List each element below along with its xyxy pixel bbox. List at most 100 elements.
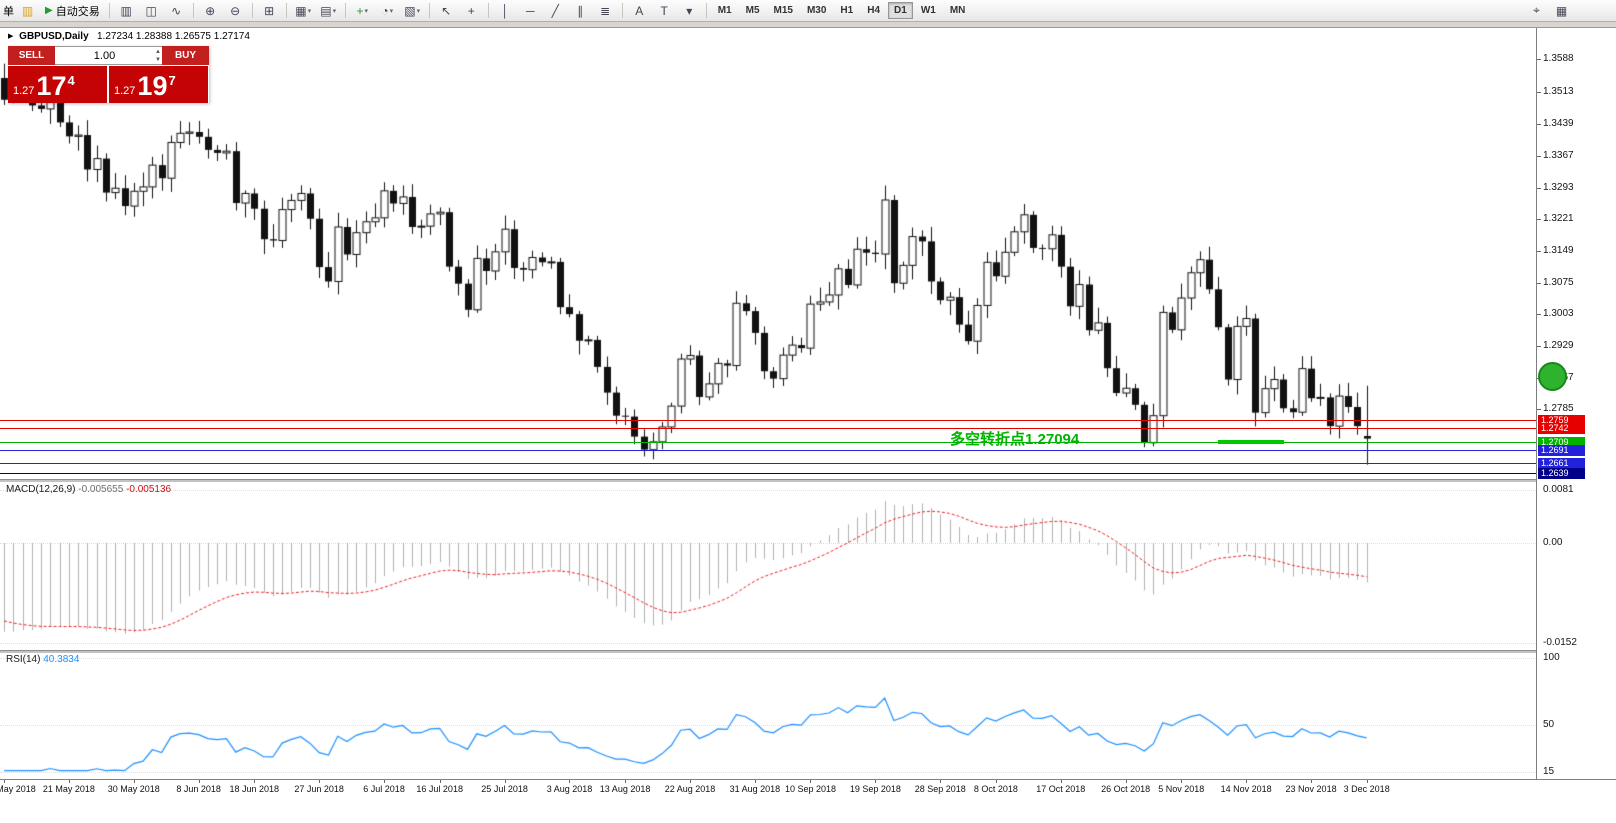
fibonacci-button[interactable]: ≣: [594, 2, 617, 20]
chart-canvas[interactable]: [0, 27, 1536, 779]
stepper-up-icon[interactable]: ▲: [155, 49, 161, 55]
rsi-tick-label: 100: [1543, 652, 1560, 663]
date-label: 10 Sep 2018: [784, 784, 837, 794]
price-line-label: 1.2759: [1538, 415, 1585, 426]
autotrading-button[interactable]: ▶ 自动交易: [40, 2, 105, 20]
chevron-down-icon: ▾: [416, 7, 421, 15]
timeframe-w1-button[interactable]: W1: [920, 5, 936, 16]
pane-separator[interactable]: [0, 650, 1616, 653]
axis-tick-mark: [1537, 187, 1541, 189]
price-pane[interactable]: [0, 27, 1536, 479]
axis-tick-mark: [198, 780, 200, 783]
chevron-down-icon: ▾: [389, 7, 394, 15]
timeframe-mn-button[interactable]: MN: [949, 5, 966, 16]
timeframe-m1-button[interactable]: M1: [717, 5, 732, 16]
axis-tick-mark: [1181, 780, 1183, 783]
rsi-tick-label: 50: [1543, 719, 1555, 731]
channel-icon: ∥: [577, 3, 584, 18]
candlestick-button[interactable]: ◫: [140, 2, 163, 20]
horizontal-line-object[interactable]: [0, 473, 1536, 474]
timeframe-h4-button[interactable]: H4: [867, 5, 881, 16]
zoom-out-icon: ⊖: [230, 3, 241, 18]
rsi-tick-label: 15: [1543, 766, 1555, 777]
timeframe-h1-button[interactable]: H1: [840, 5, 854, 16]
chart-symbol-period: GBPUSD,Daily: [19, 31, 89, 42]
zoom-search-icon[interactable]: ⌖: [1533, 3, 1540, 17]
horizontal-line-button[interactable]: ─: [519, 2, 542, 20]
axis-tick-mark: [569, 780, 571, 783]
new-window-icon[interactable]: ▦: [1555, 3, 1568, 18]
timeframe-m30-button[interactable]: M30: [806, 5, 827, 16]
label-button[interactable]: T: [653, 2, 676, 20]
timeframe-d1-button[interactable]: D1: [888, 2, 913, 19]
trendline-button[interactable]: ╱: [544, 2, 567, 20]
volume-stepper[interactable]: ▲ ▼: [155, 48, 161, 64]
vertical-line-button[interactable]: │: [494, 2, 517, 20]
new-chart-button[interactable]: ▦ ▾: [292, 2, 315, 20]
zoom-in-button[interactable]: ⊕: [199, 2, 222, 20]
horizontal-line-object[interactable]: [0, 428, 1536, 429]
axis-tick-mark: [940, 780, 942, 783]
bar-chart-icon: ▥: [120, 3, 132, 18]
turning-point-annotation[interactable]: 多空转折点1.27094: [950, 431, 1080, 448]
price-line-label: 1.2709: [1538, 437, 1585, 448]
date-label: May 2018: [0, 784, 36, 794]
horizontal-line-object[interactable]: [0, 420, 1536, 421]
stepper-down-icon[interactable]: ▼: [155, 57, 161, 63]
axis-tick-mark: [1246, 780, 1248, 783]
date-label: 6 Jul 2018: [363, 784, 405, 794]
channel-button[interactable]: ∥: [569, 2, 592, 20]
bid-price-display[interactable]: 1.27 17 4: [8, 66, 107, 103]
price-line-label: 1.2639: [1538, 468, 1585, 479]
ask-price-display[interactable]: 1.27 19 7: [109, 66, 208, 103]
macd-pane[interactable]: [0, 481, 1536, 650]
new-order-button[interactable]: 单: [3, 5, 14, 18]
one-click-toggle-arrow-icon[interactable]: ▶: [8, 33, 14, 40]
chevron-down-icon: ▾: [307, 7, 312, 15]
sell-button[interactable]: SELL: [8, 46, 55, 65]
zoom-out-button[interactable]: ⊖: [224, 2, 247, 20]
arrows-button[interactable]: ▾: [678, 2, 701, 20]
chart-ohlc-line: ▶ GBPUSD,Daily 1.27234 1.28388 1.26575 1…: [8, 31, 250, 42]
time-axis[interactable]: May 2018 21 May 2018 30 May 2018 8 Jun 2018…: [0, 779, 1616, 798]
timeframe-m15-button[interactable]: M15: [773, 5, 793, 16]
pane-separator[interactable]: [0, 479, 1616, 482]
volume-input[interactable]: [55, 47, 162, 64]
price-axis[interactable]: 1.3588 1.3513 1.3439 1.3367 1.3293 1.3221 1.31…: [1536, 27, 1616, 779]
timeframe-m5-button[interactable]: M5: [745, 5, 760, 16]
tile-windows-button[interactable]: ⊞: [258, 2, 281, 20]
toolbar-separator: [705, 3, 707, 18]
macd-tick-label: 0.0081: [1543, 483, 1574, 495]
axis-tick-mark: [1537, 155, 1541, 157]
profiles-button[interactable]: ▤ ▾: [317, 2, 340, 20]
ask-price-fraction: 7: [168, 73, 176, 88]
text-button[interactable]: A: [628, 2, 651, 20]
rsi-pane[interactable]: [0, 652, 1536, 779]
vertical-line-icon: │: [501, 3, 509, 18]
horizontal-line-object[interactable]: [0, 463, 1536, 464]
date-label: 30 May 2018: [107, 784, 160, 794]
periods-icon: ◔: [381, 3, 389, 18]
horizontal-line-object[interactable]: [0, 442, 1536, 443]
date-label: 28 Sep 2018: [914, 784, 966, 794]
green-trend-segment[interactable]: [1218, 440, 1284, 444]
crosshair-button[interactable]: +: [460, 2, 483, 20]
axis-tick-mark: [1537, 409, 1541, 411]
date-label: 18 Jun 2018: [229, 784, 280, 794]
price-tick-label: 1.3221: [1543, 213, 1574, 225]
periods-button[interactable]: ◔ ▾: [376, 2, 399, 20]
text-icon: A: [635, 3, 644, 18]
bar-chart-button[interactable]: ▥: [115, 2, 138, 20]
horizontal-line-object[interactable]: [0, 450, 1536, 451]
zoom-in-icon: ⊕: [205, 3, 216, 18]
green-circle-marker[interactable]: [1538, 362, 1567, 391]
line-chart-button[interactable]: ∿: [165, 2, 188, 20]
date-label: 8 Jun 2018: [176, 784, 221, 794]
cursor-button[interactable]: ↖: [435, 2, 458, 20]
axis-tick-mark: [1537, 250, 1541, 252]
indicators-button[interactable]: + ▾: [351, 2, 374, 20]
buy-button[interactable]: BUY: [162, 46, 209, 65]
templates-button[interactable]: ▧ ▾: [401, 2, 424, 20]
order-stack-icon[interactable]: ▥: [21, 3, 34, 18]
